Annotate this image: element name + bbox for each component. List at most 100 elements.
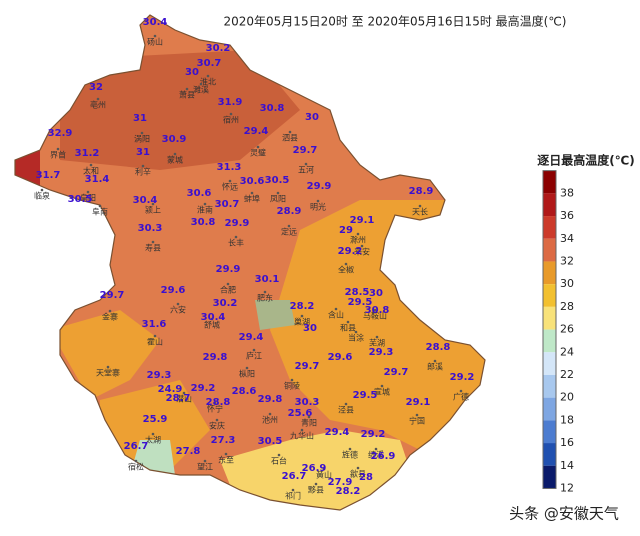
temperature-label: 30 (185, 67, 199, 78)
place-label: 郎溪 (427, 362, 443, 372)
legend-tick-label: 26 (560, 323, 574, 336)
temperature-label: 29.6 (328, 352, 353, 363)
station-dot (334, 307, 338, 311)
station-dot (203, 459, 207, 463)
station-dot (276, 191, 280, 195)
temperature-label: 30.4 (201, 312, 226, 323)
legend-swatch (543, 261, 556, 285)
place-label: 颍上 (145, 206, 161, 215)
station-dot (206, 74, 210, 78)
temperature-label: 27.9 (328, 477, 353, 488)
temperature-label: 29.7 (293, 145, 318, 156)
legend-tick-label: 34 (560, 232, 574, 245)
place-label: 灵璧 (250, 148, 266, 158)
place-label: 石台 (271, 456, 287, 466)
temperature-label: 30.8 (365, 305, 390, 316)
temperature-label: 30.7 (215, 199, 240, 210)
place-label: 淮南 (197, 205, 213, 215)
legend-title: 逐日最高温度(℃) (537, 153, 635, 168)
temperature-label: 27.3 (211, 435, 236, 446)
station-dot (234, 235, 238, 239)
station-dot (213, 401, 217, 405)
place-label: 霍山 (147, 337, 163, 347)
temperature-label: 25.6 (288, 408, 313, 419)
field-warm-west (50, 310, 160, 400)
temperature-label: 32.9 (48, 128, 73, 139)
place-label: 亳州 (90, 100, 106, 110)
temperature-label: 26.7 (282, 471, 307, 482)
station-dot (173, 152, 177, 156)
temperature-field (15, 15, 485, 510)
legend: 38 36 34 32 30 28 26 24 22 20 18 16 14 12 (542, 170, 574, 494)
temperature-label: 31.4 (85, 174, 110, 185)
station-dot (245, 366, 249, 370)
temperature-label: 30.5 (265, 175, 290, 186)
temperature-label: 28.9 (409, 186, 434, 197)
legend-tick-label: 24 (560, 345, 574, 358)
station-dot (375, 335, 379, 339)
station-dot (226, 282, 230, 286)
place-label: 寿县 (145, 243, 161, 253)
temperature-label: 30.1 (255, 274, 280, 285)
station-dot (344, 402, 348, 406)
station-dot (290, 378, 294, 382)
place-label: 肥东 (257, 293, 273, 303)
legend-tick-label: 18 (560, 413, 574, 426)
temperature-label: 29.1 (406, 397, 431, 408)
station-dot (415, 413, 419, 417)
place-label: 宿松 (128, 462, 144, 472)
legend-swatch (543, 420, 556, 444)
place-label: 九华山 (290, 431, 314, 441)
station-dot (373, 308, 377, 312)
temperature-label: 29.9 (225, 218, 250, 229)
place-label: 祁门 (285, 491, 301, 501)
temperature-label: 29.7 (295, 361, 320, 372)
temperature-label: 28.5 (345, 287, 370, 298)
place-label: 定远 (281, 227, 297, 237)
place-label: 凤阳 (270, 195, 286, 204)
place-label: 太湖 (145, 435, 161, 445)
temperature-label: 29.8 (203, 352, 228, 363)
station-dot (210, 317, 214, 321)
station-dot (151, 202, 155, 206)
station-dot (380, 384, 384, 388)
legend-swatch (543, 374, 556, 398)
station-dot (277, 453, 281, 457)
place-label: 天堂寨 (96, 368, 120, 378)
temperature-label: 29.6 (161, 285, 186, 296)
place-label: 合肥 (220, 285, 236, 295)
temperature-label: 29.3 (147, 370, 172, 381)
place-label: 阜阳 (80, 193, 96, 203)
temperature-label: 29.5 (353, 390, 378, 401)
temperature-label: 28.8 (426, 342, 451, 353)
station-dot (344, 262, 348, 266)
temperature-label: 29.2 (191, 383, 216, 394)
place-label: 怀宁 (207, 404, 223, 414)
legend-swatch (543, 170, 556, 194)
temperature-label: 25.9 (143, 414, 168, 425)
place-label: 五河 (298, 165, 314, 175)
legend-swatch (543, 397, 556, 421)
place-label: 马鞍山 (363, 311, 387, 321)
station-dot (96, 97, 100, 101)
station-dot (433, 359, 437, 363)
station-dot (176, 302, 180, 306)
station-dot (229, 112, 233, 116)
place-label: 涡阳 (134, 134, 150, 144)
station-dot (134, 459, 138, 463)
station-dot (300, 428, 304, 432)
temperature-label: 28.9 (277, 206, 302, 217)
legend-swatch (543, 216, 556, 239)
temperature-label: 29.9 (307, 181, 332, 192)
place-label: 宣城 (374, 387, 390, 397)
place-label: 明光 (310, 202, 326, 212)
station-dot (203, 202, 207, 206)
station-dot (56, 147, 60, 151)
place-label: 来安 (354, 247, 370, 257)
place-label: 东至 (218, 455, 234, 465)
place-label: 长丰 (228, 238, 244, 248)
place-label: 含山 (328, 310, 344, 320)
legend-swatch (543, 238, 556, 262)
temperature-label: 30 (305, 112, 319, 123)
